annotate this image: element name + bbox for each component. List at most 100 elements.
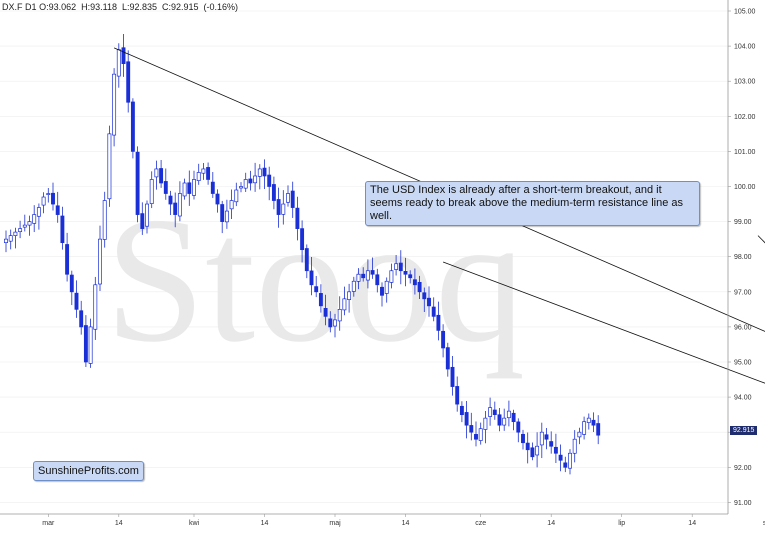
candle bbox=[530, 442, 535, 461]
candle bbox=[553, 433, 558, 464]
candle bbox=[351, 276, 356, 297]
interval: D1 bbox=[25, 2, 37, 12]
candle bbox=[389, 263, 394, 289]
y-tick-label: 98.00 bbox=[734, 254, 752, 261]
candle bbox=[206, 162, 211, 185]
x-tick-label: 14 bbox=[115, 520, 123, 527]
candle bbox=[88, 318, 93, 368]
y-tick-label: 95.00 bbox=[734, 360, 752, 367]
candle bbox=[290, 181, 295, 218]
candle bbox=[154, 160, 159, 190]
candle bbox=[422, 287, 427, 313]
x-tick-label: sie bbox=[763, 520, 765, 527]
y-tick-label: 105.00 bbox=[734, 9, 756, 16]
x-tick-label: maj bbox=[329, 520, 341, 527]
y-tick-label: 103.00 bbox=[734, 79, 756, 86]
candle bbox=[177, 181, 182, 222]
candle bbox=[535, 432, 540, 468]
candle bbox=[544, 427, 549, 450]
candle bbox=[328, 311, 333, 333]
candle bbox=[333, 313, 337, 338]
candle bbox=[577, 427, 582, 445]
candle bbox=[398, 250, 403, 285]
candle bbox=[126, 50, 131, 113]
candle bbox=[159, 160, 164, 188]
candle bbox=[27, 215, 32, 236]
candle bbox=[248, 170, 253, 191]
y-tick-label: 91.00 bbox=[734, 500, 752, 507]
candle bbox=[337, 296, 342, 331]
y-tick-label: 97.00 bbox=[734, 289, 752, 296]
trend-line bbox=[113, 47, 765, 332]
brand-label: SunshineProfits.com bbox=[33, 461, 144, 481]
candle bbox=[130, 98, 135, 159]
candle bbox=[271, 176, 276, 210]
y-tick-label: 96.00 bbox=[734, 324, 752, 331]
candle bbox=[69, 270, 74, 306]
candle bbox=[356, 268, 361, 290]
candle bbox=[502, 408, 507, 431]
y-tick-label: 101.00 bbox=[734, 149, 756, 156]
candle bbox=[83, 315, 88, 367]
chart-header: DX.F D1 O:93.062 H:93.118 L:92.835 C:92.… bbox=[2, 2, 238, 12]
candle bbox=[196, 163, 201, 185]
y-tick-labels: 91.0092.0093.0094.0095.0096.0097.0098.00… bbox=[728, 9, 756, 507]
candle bbox=[239, 182, 243, 193]
candle bbox=[65, 232, 70, 282]
candle bbox=[497, 407, 502, 432]
candle bbox=[586, 413, 591, 430]
y-tick-label: 99.00 bbox=[734, 219, 752, 226]
candle bbox=[295, 196, 300, 241]
candle bbox=[163, 168, 168, 200]
trend-lines bbox=[113, 47, 765, 384]
candle bbox=[370, 257, 375, 279]
annotation-callout: The USD Index is already after a short-t… bbox=[365, 181, 700, 226]
candle bbox=[558, 444, 563, 472]
candle bbox=[445, 342, 450, 377]
candle bbox=[492, 401, 497, 420]
candle bbox=[417, 275, 422, 300]
candle bbox=[361, 267, 366, 282]
grid bbox=[0, 10, 728, 503]
candle bbox=[591, 412, 596, 432]
candle bbox=[276, 187, 281, 228]
candle bbox=[427, 286, 431, 317]
ohlc-values: O:93.062 H:93.118 L:92.835 C:92.915 (-0.… bbox=[39, 2, 239, 12]
candle bbox=[450, 355, 455, 396]
candle bbox=[229, 189, 234, 220]
candle bbox=[300, 220, 305, 263]
candle bbox=[102, 191, 107, 248]
candle bbox=[506, 400, 511, 427]
candle bbox=[140, 202, 145, 235]
candle bbox=[455, 376, 460, 412]
candle bbox=[365, 259, 370, 289]
candle bbox=[149, 171, 154, 209]
candle bbox=[41, 192, 46, 214]
candle bbox=[182, 178, 187, 200]
candle bbox=[267, 166, 272, 201]
candle bbox=[4, 230, 8, 253]
candle bbox=[375, 268, 380, 293]
candle bbox=[8, 229, 13, 250]
candle bbox=[145, 200, 149, 234]
current-price-label: 92.915 bbox=[730, 426, 758, 435]
candle bbox=[516, 418, 521, 443]
candle bbox=[262, 159, 267, 190]
candle bbox=[304, 244, 309, 279]
candle bbox=[582, 416, 587, 440]
candle bbox=[93, 276, 98, 340]
candle bbox=[60, 206, 65, 250]
candle bbox=[525, 432, 530, 464]
x-tick-label: 14 bbox=[688, 520, 696, 527]
candle bbox=[488, 397, 493, 426]
candle bbox=[168, 190, 173, 216]
candle bbox=[431, 297, 436, 322]
candle bbox=[412, 268, 417, 295]
candle bbox=[55, 191, 60, 223]
x-tick-labels: 14mar14kwi14maj14cze14lip14sie14wrz14paź bbox=[42, 514, 765, 527]
y-tick-label: 104.00 bbox=[734, 44, 756, 51]
candle bbox=[79, 300, 84, 335]
x-tick-label: 14 bbox=[261, 520, 269, 527]
candle bbox=[483, 410, 488, 444]
